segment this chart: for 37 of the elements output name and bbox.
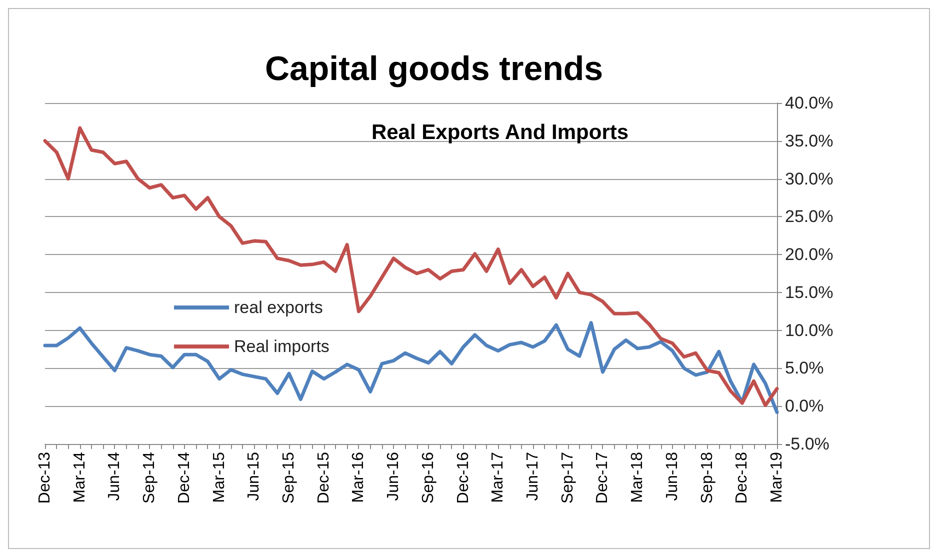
y-tick-label: 0.0% <box>785 396 824 416</box>
x-tick-label: Mar-15 <box>210 452 228 503</box>
x-tick-label: Dec-15 <box>315 452 332 504</box>
x-tick-label: Mar-18 <box>629 452 646 503</box>
y-tick-label: 20.0% <box>785 245 834 264</box>
y-tick-label: 30.0% <box>785 169 834 188</box>
x-tick-label: Dec-17 <box>594 452 612 504</box>
text: Real Exports And Imports <box>371 121 629 144</box>
x-tick-label: Jun-18 <box>664 452 681 501</box>
x-tick-label: Mar-14 <box>71 452 88 503</box>
x-tick-label: Sep-14 <box>141 452 158 504</box>
x-tick-label: Mar-17 <box>490 452 507 503</box>
x-tick-label: Jun-14 <box>106 452 124 501</box>
chart-title: Capital goods trends <box>264 50 604 88</box>
x-tick-label: Jun-15 <box>246 452 263 501</box>
y-tick-label: 25.0% <box>785 207 834 226</box>
x-tick-label: Dec-14 <box>176 452 193 504</box>
x-tick-label: Jun-17 <box>524 452 542 501</box>
x-tick-label: Mar-16 <box>350 452 368 503</box>
x-tick-label: Dec-16 <box>454 452 472 504</box>
x-tick-label: Sep-15 <box>280 452 298 504</box>
y-tick-label: 40.0% <box>785 94 834 112</box>
y-tick-label: 15.0% <box>785 282 834 302</box>
y-tick-label: 10.0% <box>785 320 834 340</box>
x-tick-label: Jun-16 <box>385 452 402 501</box>
x-tick-label: Sep-18 <box>698 452 716 504</box>
line-series <box>43 321 779 414</box>
x-tick-label: Dec-18 <box>734 452 751 504</box>
y-tick-label: 35.0% <box>785 131 834 150</box>
y-tick-label: -5.0% <box>785 434 830 454</box>
legend-label: Real imports <box>234 337 330 356</box>
x-tick-label: Sep-17 <box>559 452 576 504</box>
x-tick-label: Sep-16 <box>420 452 437 504</box>
x-tick-label: Dec-13 <box>36 452 54 504</box>
x-tick-label: Mar-19 <box>768 452 786 503</box>
y-tick-label: 5.0% <box>785 358 824 378</box>
legend-label: real exports <box>234 298 323 317</box>
